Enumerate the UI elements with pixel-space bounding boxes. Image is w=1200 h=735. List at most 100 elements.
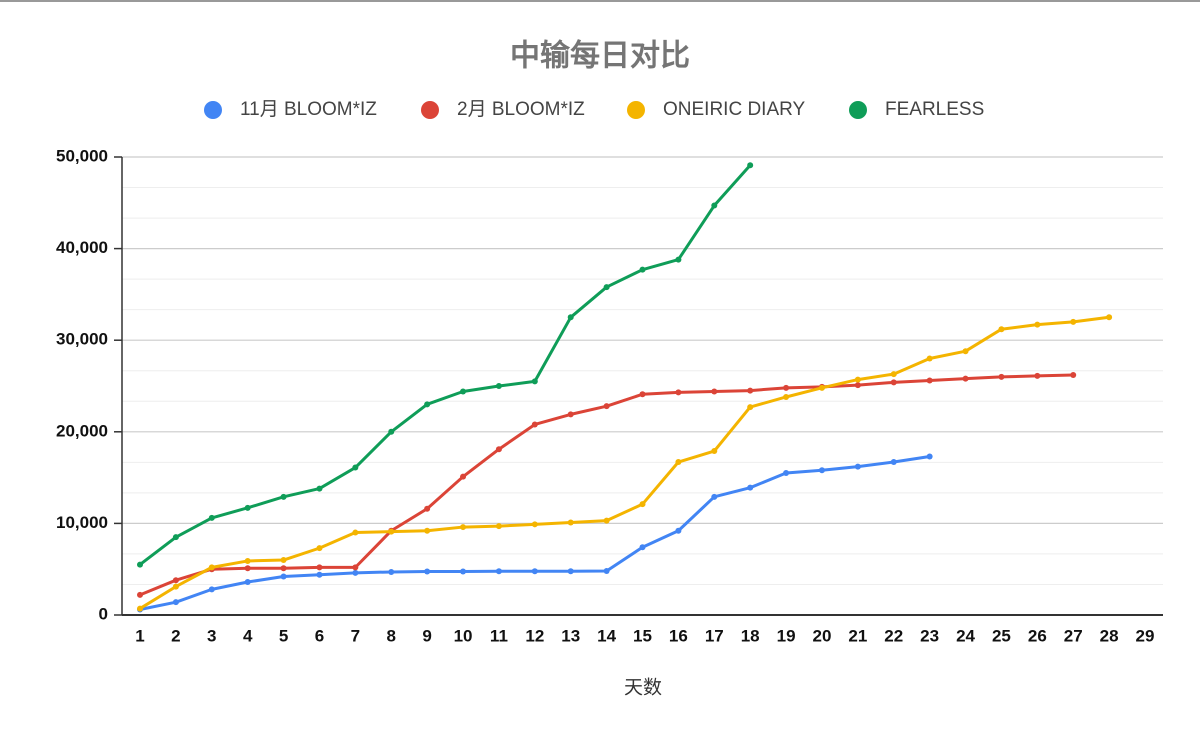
legend-marker bbox=[849, 101, 867, 119]
data-point bbox=[208, 564, 215, 571]
legend-label: FEARLESS bbox=[885, 99, 984, 120]
x-tick-label: 25 bbox=[992, 626, 1011, 645]
data-point bbox=[352, 564, 359, 571]
data-point bbox=[280, 573, 287, 580]
data-point bbox=[495, 568, 502, 575]
y-tick-label: 40,000 bbox=[56, 238, 108, 257]
data-point bbox=[280, 493, 287, 500]
data-point bbox=[388, 428, 395, 435]
x-tick-label: 26 bbox=[1028, 626, 1047, 645]
x-tick-label: 27 bbox=[1064, 626, 1083, 645]
data-point bbox=[962, 375, 969, 382]
data-point bbox=[711, 448, 718, 455]
data-point bbox=[567, 314, 574, 321]
data-point bbox=[1034, 372, 1041, 379]
data-point bbox=[316, 485, 323, 492]
legend-marker bbox=[204, 101, 222, 119]
x-tick-label: 15 bbox=[633, 626, 652, 645]
data-point bbox=[998, 326, 1005, 333]
data-point bbox=[675, 527, 682, 534]
series-line bbox=[139, 315, 1110, 610]
y-tick-label: 20,000 bbox=[56, 421, 108, 440]
x-tick-label: 2 bbox=[171, 626, 180, 645]
data-point bbox=[316, 571, 323, 578]
x-tick-label: 3 bbox=[207, 626, 216, 645]
data-point bbox=[675, 459, 682, 466]
y-tick-label: 0 bbox=[99, 604, 108, 623]
data-point bbox=[926, 453, 933, 460]
data-point bbox=[890, 371, 897, 378]
data-point bbox=[603, 517, 610, 524]
data-point bbox=[172, 583, 179, 590]
data-point bbox=[639, 391, 646, 398]
data-point bbox=[316, 545, 323, 552]
data-point bbox=[603, 284, 610, 291]
legend-marker bbox=[421, 101, 439, 119]
x-tick-label: 28 bbox=[1100, 626, 1119, 645]
x-tick-label: 4 bbox=[243, 626, 253, 645]
data-point bbox=[495, 446, 502, 453]
x-tick-label: 1 bbox=[135, 626, 144, 645]
data-point bbox=[926, 377, 933, 384]
x-tick-label: 19 bbox=[777, 626, 796, 645]
legend-label: 2月 BLOOM*IZ bbox=[457, 99, 585, 120]
y-tick-label: 30,000 bbox=[56, 330, 108, 349]
data-point bbox=[854, 376, 861, 383]
data-point bbox=[747, 162, 754, 169]
data-point bbox=[818, 467, 825, 474]
legend-marker bbox=[627, 101, 645, 119]
data-point bbox=[352, 464, 359, 471]
data-point bbox=[280, 557, 287, 564]
data-point bbox=[998, 373, 1005, 380]
x-tick-label: 5 bbox=[279, 626, 288, 645]
x-tick-label: 20 bbox=[813, 626, 832, 645]
data-point bbox=[460, 388, 467, 395]
data-point bbox=[388, 568, 395, 575]
x-tick-label: 22 bbox=[884, 626, 903, 645]
data-point bbox=[208, 586, 215, 593]
data-point bbox=[747, 484, 754, 491]
data-point bbox=[890, 379, 897, 386]
data-point bbox=[1106, 314, 1113, 321]
data-point bbox=[603, 568, 610, 575]
x-tick-label: 23 bbox=[920, 626, 939, 645]
data-point bbox=[603, 403, 610, 410]
data-point bbox=[818, 384, 825, 391]
legend-label: ONEIRIC DIARY bbox=[663, 99, 806, 120]
data-point bbox=[495, 383, 502, 389]
data-point bbox=[1070, 372, 1077, 379]
x-tick-label: 11 bbox=[490, 626, 508, 645]
data-point bbox=[567, 568, 574, 575]
x-tick-label: 10 bbox=[454, 626, 473, 645]
data-point bbox=[639, 501, 646, 508]
data-point bbox=[460, 473, 467, 480]
data-point bbox=[137, 591, 143, 598]
data-point bbox=[711, 493, 718, 500]
data-point bbox=[424, 568, 431, 575]
data-point bbox=[854, 382, 861, 389]
data-point bbox=[495, 523, 502, 530]
data-point bbox=[926, 355, 933, 362]
data-point bbox=[460, 524, 467, 531]
data-point bbox=[244, 557, 251, 564]
x-tick-label: 13 bbox=[561, 626, 580, 645]
data-point bbox=[531, 521, 538, 528]
data-point bbox=[531, 421, 538, 428]
x-tick-label: 6 bbox=[315, 626, 324, 645]
data-point bbox=[711, 388, 718, 395]
data-point bbox=[675, 389, 682, 396]
data-point bbox=[172, 599, 179, 606]
data-point bbox=[854, 463, 861, 470]
data-point bbox=[280, 565, 287, 572]
data-point bbox=[244, 579, 251, 586]
x-axis-label: 天数 bbox=[624, 677, 662, 699]
data-point bbox=[352, 529, 359, 536]
data-point bbox=[711, 202, 718, 209]
series-line bbox=[139, 455, 930, 611]
y-tick-label: 50,000 bbox=[56, 146, 108, 165]
data-point bbox=[639, 266, 646, 273]
data-point bbox=[783, 384, 790, 391]
data-point bbox=[172, 577, 179, 584]
x-tick-label: 24 bbox=[956, 626, 975, 645]
data-point bbox=[783, 470, 790, 477]
